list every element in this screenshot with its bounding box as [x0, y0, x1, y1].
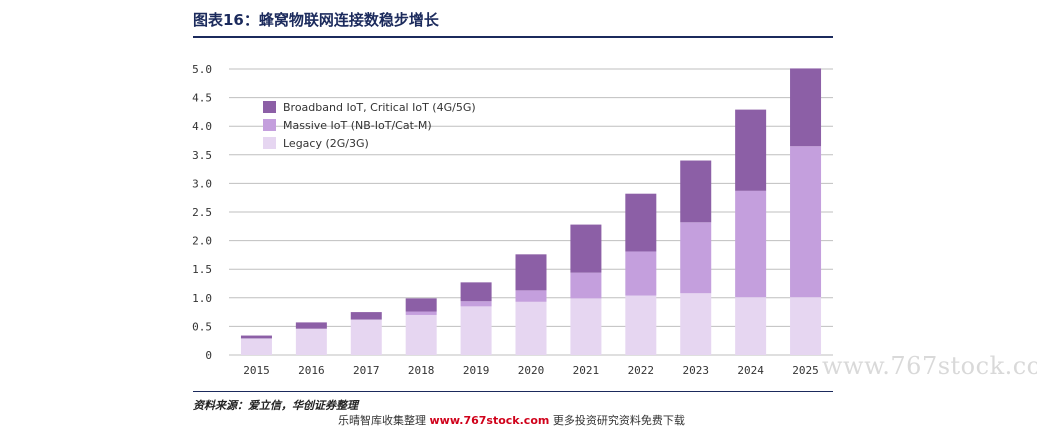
watermark-text: www.767stock.com: [822, 352, 1037, 380]
x-tick-label: 2021: [573, 364, 600, 377]
x-tick-label: 2017: [353, 364, 380, 377]
y-tick-label: 3.5: [192, 149, 212, 162]
y-tick-label: 0: [205, 349, 212, 362]
y-tick-label: 1.0: [192, 292, 212, 305]
bars: [240, 68, 822, 355]
x-tick-label: 2023: [682, 364, 709, 377]
x-tick-label: 2020: [518, 364, 545, 377]
x-tick-label: 2025: [792, 364, 819, 377]
y-tick-label: 5.0: [192, 63, 212, 76]
bar-segment: [625, 251, 657, 296]
source-note: 资料来源：爱立信，华创证券整理: [193, 399, 358, 412]
bar-segment: [405, 314, 437, 355]
bar-segment: [405, 311, 437, 315]
legend-label: Legacy (2G/3G): [283, 137, 369, 150]
bar-segment: [295, 322, 327, 329]
bar-segment: [460, 306, 492, 355]
x-tick-label: 2018: [408, 364, 435, 377]
x-tick-label: 2022: [628, 364, 655, 377]
legend-swatch: [263, 137, 276, 149]
x-tick-label: 2015: [243, 364, 270, 377]
bar-segment: [680, 160, 712, 223]
y-tick-label: 1.5: [192, 263, 212, 276]
bar-segment: [790, 146, 822, 298]
y-axis: 0 0.5 1.0 1.5 2.0 2.5 3.0 3.5 4.0 4.5 5.0: [192, 63, 212, 362]
bar-segment: [515, 254, 547, 291]
bar-segment: [240, 335, 272, 339]
legend-label: Massive IoT (NB-IoT/Cat-M): [283, 119, 432, 132]
bar-segment: [790, 297, 822, 355]
y-tick-label: 0.5: [192, 320, 212, 333]
bar-segment: [405, 298, 437, 312]
footer-banner: 乐晴智库收集整理 www.767stock.com 更多投资研究资料免费下载: [338, 412, 685, 428]
bar-segment: [460, 282, 492, 302]
bar-segment: [295, 328, 327, 355]
y-tick-label: 2.0: [192, 235, 212, 248]
title-divider: [193, 36, 833, 38]
bar-segment: [735, 109, 767, 191]
legend-swatch: [263, 101, 276, 113]
bar-segment: [735, 190, 767, 298]
y-tick-label: 2.5: [192, 206, 212, 219]
bar-segment: [570, 224, 602, 273]
bar-segment: [570, 272, 602, 299]
footer-link[interactable]: www.767stock.com: [429, 414, 550, 427]
y-tick-label: 4.0: [192, 120, 212, 133]
bar-segment: [680, 222, 712, 294]
footer-prefix: 乐晴智库收集整理: [338, 414, 426, 427]
legend-label: Broadband IoT, Critical IoT (4G/5G): [283, 101, 476, 114]
bar-segment: [625, 193, 657, 252]
bar-segment: [735, 297, 767, 355]
bar-segment: [680, 293, 712, 355]
figure-title: 图表16：蜂窝物联网连接数稳步增长: [193, 11, 439, 29]
bar-segment: [350, 312, 382, 320]
bar-segment: [790, 68, 822, 147]
bar-segment: [240, 338, 272, 355]
bar-segment: [515, 290, 547, 302]
bar-segment: [460, 301, 492, 307]
bar-segment: [350, 319, 382, 355]
x-axis: 2015 2016 2017 2018 2019 2020 2021 2022 2023 2024…: [243, 364, 819, 377]
bar-segment: [570, 298, 602, 355]
x-tick-label: 2019: [463, 364, 490, 377]
bar-segment: [515, 301, 547, 355]
x-tick-label: 2024: [737, 364, 764, 377]
source-divider: [193, 391, 833, 392]
footer-suffix: 更多投资研究资料免费下载: [552, 414, 685, 427]
legend: Broadband IoT, Critical IoT (4G/5G) Massi…: [263, 101, 476, 150]
legend-swatch: [263, 119, 276, 131]
bar-segment: [625, 295, 657, 355]
y-tick-label: 4.5: [192, 92, 212, 105]
x-tick-label: 2016: [298, 364, 325, 377]
y-tick-label: 3.0: [192, 177, 212, 190]
